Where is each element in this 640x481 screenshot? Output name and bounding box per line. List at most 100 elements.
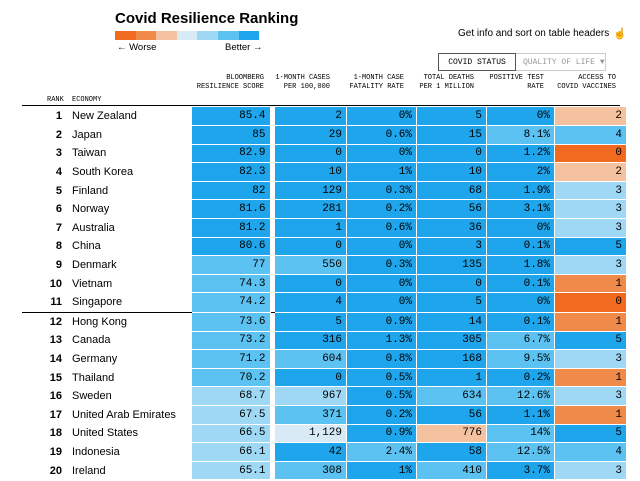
score-cell: 67.5 <box>192 405 271 425</box>
vac-cell: 3 <box>554 255 627 275</box>
table-row: 10 Vietnam 74.3 0 0% 0 0.1% 1 <box>22 274 627 294</box>
cfr-cell: 0.2% <box>346 199 417 220</box>
cases-cell: 0 <box>274 144 347 164</box>
deaths-cell: 135 <box>416 255 487 275</box>
rank-cell: 4 <box>55 166 62 179</box>
rank-cell: 19 <box>49 445 62 458</box>
deaths-cell: 410 <box>416 461 487 481</box>
cases-cell: 1 <box>274 218 347 238</box>
economy-cell: New Zealand <box>72 110 137 123</box>
cases-cell: 0 <box>274 274 347 294</box>
vac-cell: 0 <box>554 144 627 164</box>
vac-cell: 3 <box>554 199 627 220</box>
legend-worse-label: ← Worse <box>117 42 157 53</box>
cases-cell: 0 <box>274 237 347 257</box>
score-cell: 82.9 <box>192 144 271 164</box>
deaths-cell: 634 <box>416 386 487 406</box>
cfr-cell: 0.2% <box>346 405 417 425</box>
economy-cell: Canada <box>72 334 111 347</box>
cases-cell: 2 <box>274 107 347 127</box>
cases-cell: 29 <box>274 125 347 145</box>
rank-cell: 1 <box>55 110 62 123</box>
header-rank[interactable]: RANK <box>47 96 64 104</box>
vac-cell: 3 <box>554 181 627 201</box>
table-row: 16 Sweden 68.7 967 0.5% 634 12.6% 3 <box>22 386 627 406</box>
rank-cell: 14 <box>49 353 62 366</box>
cases-cell: 4 <box>274 292 347 313</box>
cases-cell: 1,129 <box>274 424 347 444</box>
deaths-cell: 10 <box>416 162 487 182</box>
rank-cell: 6 <box>55 203 62 216</box>
cases-cell: 316 <box>274 331 347 351</box>
pos-cell: 1.9% <box>486 181 555 201</box>
legend-swatch <box>156 31 177 40</box>
pos-cell: 0% <box>486 107 555 127</box>
deaths-cell: 58 <box>416 442 487 462</box>
vac-cell: 3 <box>554 386 627 406</box>
score-cell: 81.2 <box>192 218 271 238</box>
rank-cell: 20 <box>49 464 62 477</box>
header-vaccines[interactable]: ACCESS TO COVID VACCINES <box>557 74 616 91</box>
cfr-cell: 1% <box>346 461 417 481</box>
economy-cell: Hong Kong <box>68 311 188 332</box>
header-cfr[interactable]: 1-MONTH CASE FATALITY RATE <box>349 74 404 91</box>
score-cell: 71.2 <box>192 349 271 369</box>
tab-covid-status[interactable]: COVID STATUS <box>438 53 516 71</box>
legend-swatch <box>115 31 136 40</box>
header-economy[interactable]: ECONOMY <box>72 96 102 104</box>
vac-cell: 2 <box>554 162 627 182</box>
table-row: 3 Taiwan 82.9 0 0% 0 1.2% 0 <box>22 144 627 164</box>
cfr-cell: 0% <box>346 107 417 127</box>
gap-cell <box>188 311 192 332</box>
cfr-cell: 0% <box>346 237 417 257</box>
ranking-table: 1 New Zealand 85.4 2 0% 5 0% 2 2 Japan 85 29 0.6% 15 8… <box>22 107 627 481</box>
tab-quality-of-life[interactable]: QUALITY OF LIFE ▼ <box>516 53 606 71</box>
economy-cell: Sweden <box>72 390 112 403</box>
cfr-cell: 0.9% <box>346 311 417 332</box>
cfr-cell: 0.6% <box>346 125 417 145</box>
deaths-cell: 68 <box>416 181 487 201</box>
table-row: 13 Canada 73.2 316 1.3% 305 6.7% 5 <box>22 331 627 351</box>
rank-cell: 12 <box>22 311 68 332</box>
economy-cell: Australia <box>72 221 115 234</box>
vac-cell: 5 <box>554 237 627 257</box>
pos-cell: 2% <box>486 162 555 182</box>
vac-cell: 5 <box>554 331 627 351</box>
economy-cell: United States <box>72 427 139 440</box>
rank-cell: 11 <box>50 296 62 309</box>
score-cell: 80.6 <box>192 237 271 257</box>
vac-cell: 3 <box>554 349 627 369</box>
vac-cell: 1 <box>554 274 627 294</box>
table-row: 7 Australia 81.2 1 0.6% 36 0% 3 <box>22 218 627 238</box>
cfr-cell: 0% <box>346 274 417 294</box>
deaths-cell: 5 <box>416 292 487 313</box>
score-cell: 68.7 <box>192 386 271 406</box>
economy-cell: United Arab Emirates <box>72 408 176 421</box>
score-cell: 74.3 <box>192 274 271 294</box>
economy-cell: South Korea <box>72 166 134 179</box>
score-cell: 73.6 <box>192 311 271 332</box>
cfr-cell: 0% <box>346 144 417 164</box>
pos-cell: 0.2% <box>486 368 555 388</box>
vac-cell: 3 <box>554 218 627 238</box>
rank-cell: 9 <box>55 259 62 272</box>
score-cell: 77 <box>192 255 271 275</box>
cases-cell: 10 <box>274 162 347 182</box>
pos-cell: 1.1% <box>486 405 555 425</box>
cfr-cell: 1% <box>346 162 417 182</box>
header-positive[interactable]: POSITIVE TEST RATE <box>489 74 544 91</box>
vac-cell: 3 <box>554 461 627 481</box>
header-deaths[interactable]: TOTAL DEATHS PER 1 MILLION <box>419 74 474 91</box>
pos-cell: 8.1% <box>486 125 555 145</box>
header-cases[interactable]: 1-MONTH CASES PER 100,000 <box>275 74 330 91</box>
table-row: 14 Germany 71.2 604 0.8% 168 9.5% 3 <box>22 349 627 369</box>
pos-cell: 0.1% <box>486 237 555 257</box>
pos-cell: 0.1% <box>486 311 555 332</box>
economy-cell: Singapore <box>72 296 123 309</box>
economy-cell: Norway <box>72 203 110 216</box>
legend-swatch <box>238 31 260 40</box>
legend-swatch <box>197 31 218 40</box>
vac-cell: 2 <box>554 107 627 127</box>
header-score[interactable]: BLOOMBERG RESILIENCE SCORE <box>196 74 264 91</box>
rank-cell: 10 <box>49 277 62 290</box>
